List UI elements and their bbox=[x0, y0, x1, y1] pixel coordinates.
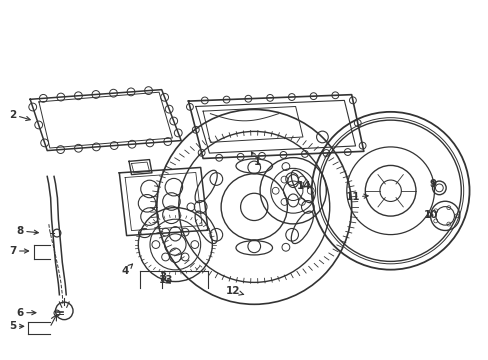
Text: 13: 13 bbox=[158, 275, 172, 285]
Text: 12: 12 bbox=[225, 286, 243, 296]
Text: 2: 2 bbox=[9, 110, 30, 121]
Text: 11: 11 bbox=[345, 192, 367, 202]
Text: 4: 4 bbox=[121, 264, 132, 276]
Text: 10: 10 bbox=[423, 210, 437, 220]
Text: 9: 9 bbox=[428, 179, 436, 189]
Text: 14: 14 bbox=[296, 181, 310, 191]
Text: 6: 6 bbox=[17, 308, 36, 318]
Text: 8: 8 bbox=[17, 226, 38, 236]
Text: 3: 3 bbox=[159, 272, 166, 282]
Text: 1: 1 bbox=[251, 152, 261, 167]
Text: 5: 5 bbox=[9, 321, 23, 331]
Text: 7: 7 bbox=[9, 246, 28, 256]
